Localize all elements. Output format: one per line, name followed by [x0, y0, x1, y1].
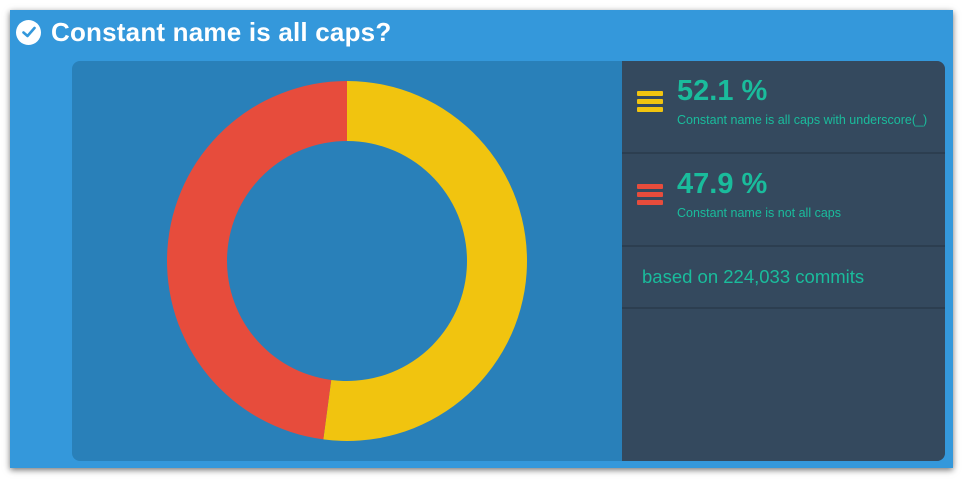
legend-label: Constant name is all caps with underscor… [677, 113, 928, 127]
commit-count-footnote: based on 224,033 commits [622, 247, 945, 309]
donut-slice-1 [167, 81, 347, 440]
chart-panel: 52.1 % Constant name is all caps with un… [72, 61, 945, 461]
legend-percentage: 52.1 % [677, 75, 768, 107]
legend-item-all-caps: 52.1 % Constant name is all caps with un… [622, 61, 945, 154]
result-card: Constant name is all caps? 52.1 % Consta… [10, 10, 953, 468]
legend-percentage: 47.9 % [677, 168, 768, 200]
legend-sidebar: 52.1 % Constant name is all caps with un… [622, 61, 945, 461]
page-title: Constant name is all caps? [51, 16, 392, 47]
bars-icon [637, 184, 663, 206]
donut-chart-area [72, 61, 622, 461]
donut-slice-0 [323, 81, 528, 442]
donut-chart [167, 81, 528, 442]
card-header: Constant name is all caps? [16, 16, 391, 48]
legend-label: Constant name is not all caps [677, 206, 841, 220]
legend-item-not-all-caps: 47.9 % Constant name is not all caps [622, 154, 945, 247]
bars-icon [637, 91, 663, 113]
check-circle-icon [16, 19, 41, 45]
